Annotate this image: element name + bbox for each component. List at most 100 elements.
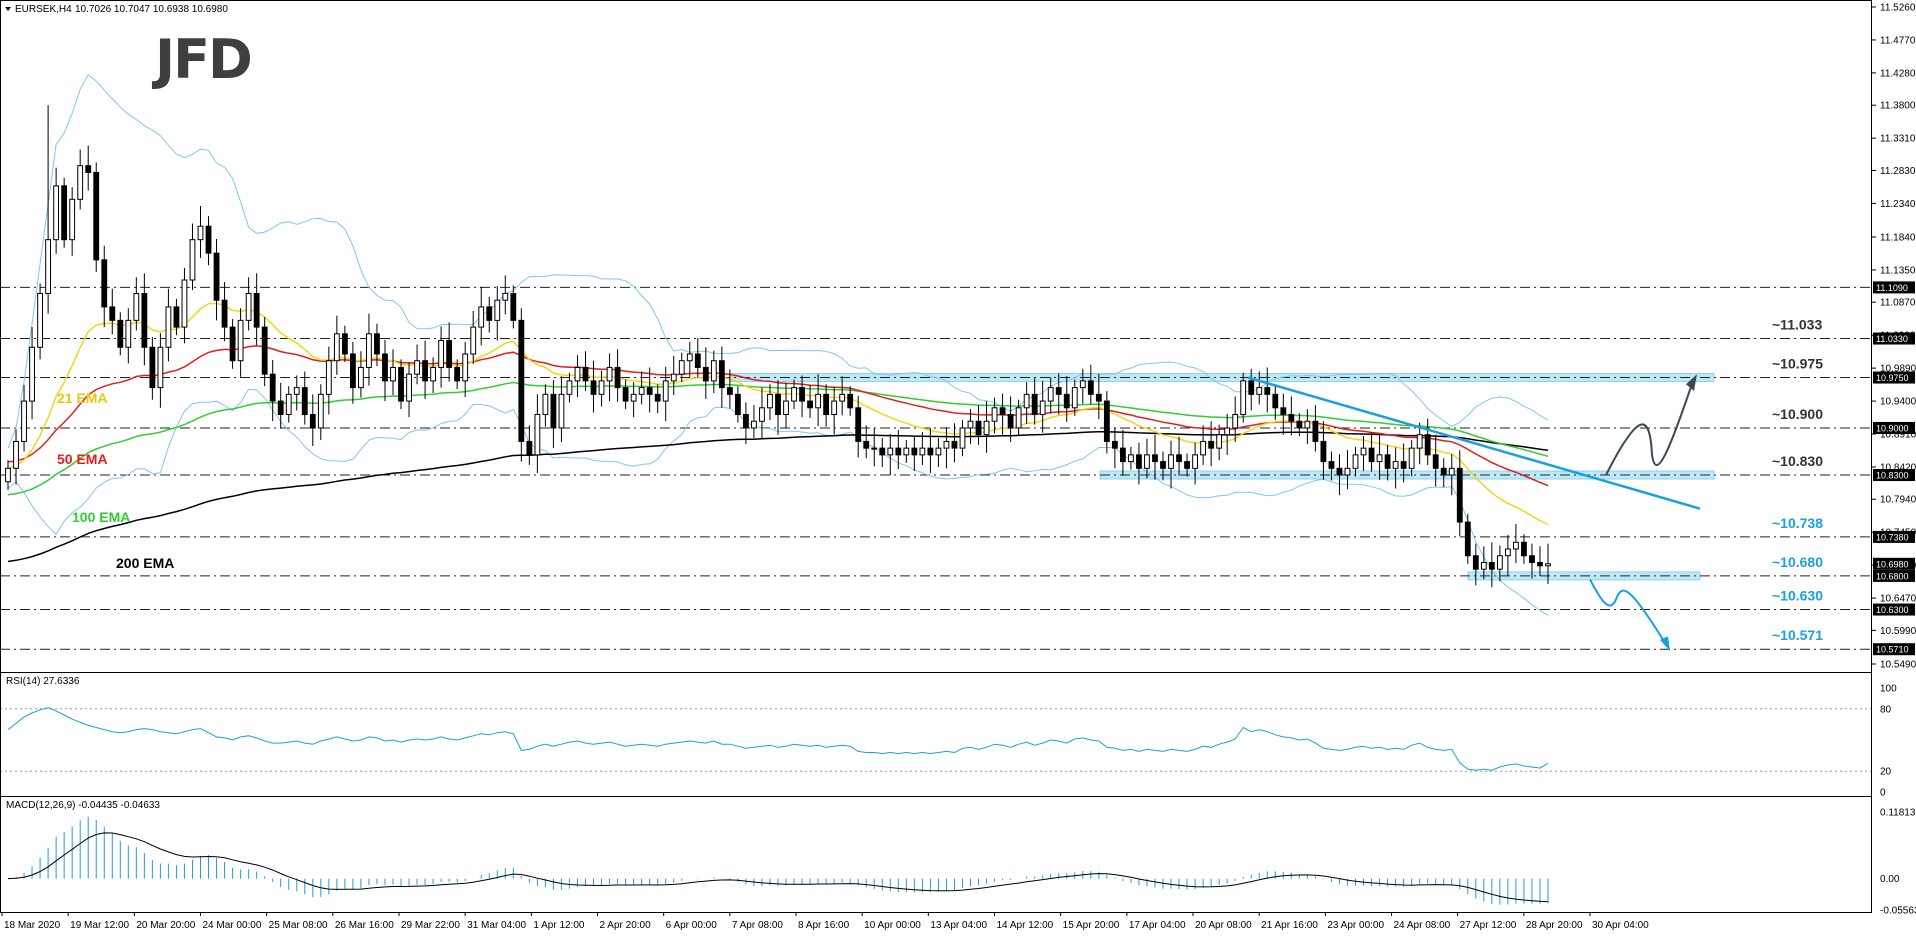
level-label: ~10.630 — [1772, 588, 1823, 604]
candle — [662, 380, 669, 402]
price-tick-label: 11.1840 — [1880, 232, 1916, 243]
time-tick-label: 1 Apr 12:00 — [533, 920, 585, 931]
header-dropdown-icon[interactable] — [5, 7, 11, 11]
candle — [261, 326, 268, 375]
level-label: ~10.830 — [1772, 453, 1823, 469]
candle — [1504, 548, 1511, 557]
time-tick-label: 6 Apr 00:00 — [666, 920, 718, 931]
candle — [165, 306, 172, 348]
level-marker-label: 10.6300 — [1876, 605, 1909, 615]
level-marker — [1873, 530, 1915, 543]
candle — [751, 420, 757, 429]
time-tick-label: 14 Apr 12:00 — [997, 920, 1054, 931]
candle — [743, 414, 749, 429]
upside-scenario-arrow — [1605, 380, 1694, 476]
time-tick-label: 20 Mar 20:00 — [136, 920, 195, 931]
chart-frame — [0, 0, 1872, 913]
time-tick-label: 27 Apr 12:00 — [1460, 920, 1517, 931]
time-tick-label: 19 Mar 12:00 — [70, 920, 129, 931]
candle — [1216, 434, 1223, 449]
candle — [37, 292, 43, 348]
candle — [109, 306, 116, 321]
candle — [53, 185, 60, 241]
level-marker-label: 10.8300 — [1876, 471, 1909, 481]
candle — [1368, 447, 1375, 463]
candle — [1063, 393, 1070, 409]
level-marker — [1873, 332, 1915, 345]
candle — [1280, 407, 1287, 416]
candle — [1296, 420, 1303, 429]
candle — [686, 353, 693, 362]
candle — [502, 292, 509, 301]
price-tick-label: 11.2830 — [1880, 166, 1916, 177]
candle — [430, 366, 437, 382]
candle — [77, 165, 84, 200]
candle — [839, 393, 846, 402]
candle — [951, 440, 958, 449]
candle — [406, 373, 412, 402]
candle — [293, 387, 300, 395]
candle — [654, 393, 661, 402]
candle — [1384, 454, 1391, 469]
candle — [45, 239, 52, 294]
price-tick-label: 11.2340 — [1880, 199, 1916, 210]
price-tick-label: 11.4280 — [1880, 68, 1916, 79]
candle — [783, 400, 789, 416]
candle — [141, 292, 148, 348]
candle — [1007, 414, 1014, 429]
candle — [382, 353, 388, 382]
ema50-label: 50 EMA — [57, 451, 108, 467]
time-tick-label: 26 Mar 16:00 — [335, 920, 394, 931]
candle — [470, 326, 477, 355]
candle — [205, 225, 212, 254]
time-tick-label: 8 Apr 16:00 — [798, 920, 850, 931]
candle — [181, 279, 188, 328]
candle — [823, 393, 830, 416]
time-tick-label: 21 Apr 16:00 — [1261, 920, 1318, 931]
candle — [550, 393, 557, 429]
candle — [125, 319, 132, 348]
candle — [1336, 467, 1343, 476]
level-marker — [1873, 569, 1915, 582]
candle — [807, 400, 813, 409]
candle — [999, 407, 1006, 416]
level-marker — [1873, 371, 1915, 384]
candle — [1424, 434, 1431, 456]
candle — [1432, 454, 1439, 469]
time-axis[interactable]: 18 Mar 2020 19 Mar 12:00 20 Mar 20:00 24 Ma… — [1, 912, 1649, 931]
candle — [879, 447, 886, 456]
price-axis[interactable]: 11.5260 11.4770 11.4280 11.3800 11.3310 11.28… — [1872, 3, 1916, 917]
macd-tick-label: -0.05563 — [1880, 906, 1916, 917]
candle — [983, 420, 990, 436]
candle — [1328, 461, 1335, 469]
candle — [518, 319, 525, 442]
candle — [422, 360, 428, 382]
ohlc-readout: 10.7026 10.7047 10.6938 10.6980 — [75, 4, 228, 15]
candle — [1376, 454, 1383, 463]
candle — [149, 346, 156, 389]
price-tick-label: 10.5490 — [1880, 660, 1916, 671]
candle — [1408, 447, 1415, 469]
time-tick-label: 28 Apr 20:00 — [1526, 920, 1583, 931]
support-resistance-zones — [729, 373, 1715, 581]
candle — [333, 333, 340, 362]
candle — [582, 366, 589, 382]
candle — [85, 165, 92, 173]
candle — [1488, 561, 1495, 570]
candle — [1472, 555, 1479, 570]
candle — [494, 299, 501, 321]
candle — [1152, 454, 1158, 463]
candle — [887, 447, 894, 456]
level-marker-label: 11.0330 — [1876, 334, 1908, 344]
candle — [269, 373, 276, 402]
candle — [189, 239, 196, 281]
candle — [462, 353, 469, 382]
time-tick-label: 10 Apr 00:00 — [864, 920, 921, 931]
price-tick-label: 11.1350 — [1880, 265, 1916, 276]
rsi-tick-label: 80 — [1880, 704, 1892, 715]
candle — [13, 440, 19, 469]
jfd-logo: JFD — [151, 28, 251, 91]
candle — [566, 380, 573, 395]
price-tick-label: 10.5990 — [1880, 626, 1916, 637]
